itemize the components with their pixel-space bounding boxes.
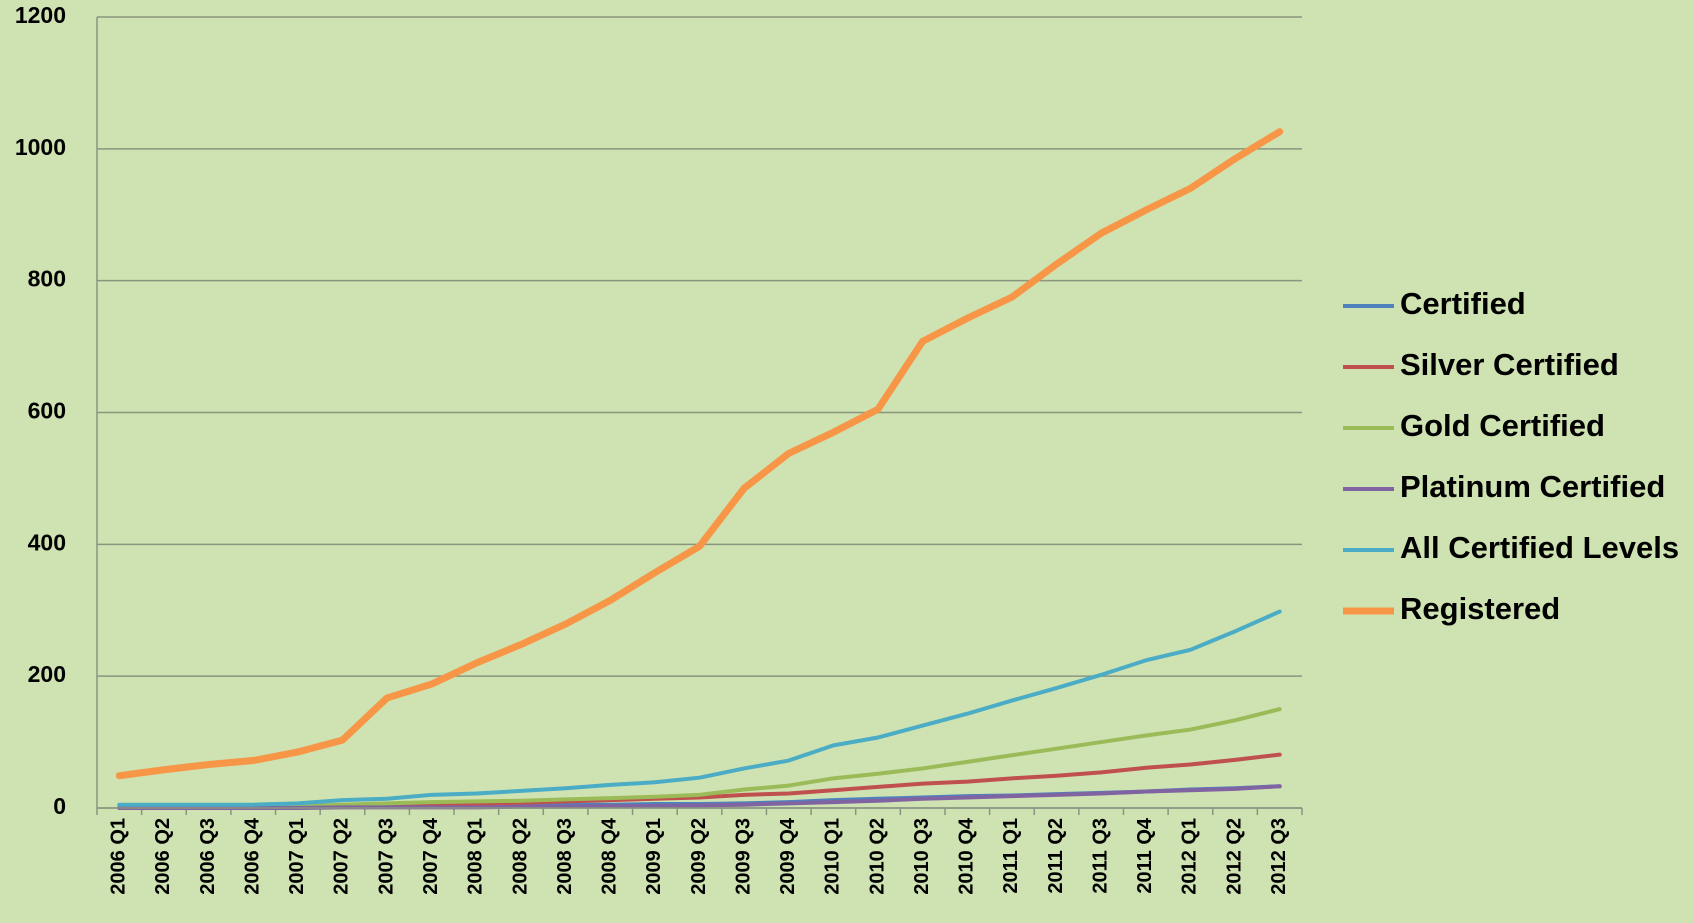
x-tick-label: 2010 Q1 bbox=[822, 818, 844, 895]
x-tick-label: 2011 Q2 bbox=[1045, 818, 1067, 894]
y-tick-label: 800 bbox=[28, 266, 66, 292]
x-tick-label: 2008 Q1 bbox=[465, 818, 487, 895]
legend-label: Platinum Certified bbox=[1400, 469, 1665, 504]
x-tick-label: 2008 Q4 bbox=[599, 817, 621, 895]
x-tick-label: 2006 Q1 bbox=[108, 818, 130, 895]
x-tick-label: 2011 Q1 bbox=[1000, 818, 1022, 894]
legend-label: Gold Certified bbox=[1400, 408, 1605, 443]
background bbox=[0, 0, 1694, 923]
x-tick-label: 2010 Q2 bbox=[866, 818, 888, 895]
x-tick-label: 2012 Q1 bbox=[1179, 818, 1201, 895]
x-tick-label: 2009 Q2 bbox=[688, 818, 710, 895]
legend-label: Registered bbox=[1400, 591, 1560, 626]
x-tick-label: 2007 Q2 bbox=[331, 818, 353, 895]
x-tick-label: 2009 Q1 bbox=[643, 818, 665, 895]
x-tick-label: 2011 Q3 bbox=[1089, 818, 1111, 894]
x-tick-label: 2010 Q3 bbox=[911, 818, 933, 895]
x-tick-label: 2010 Q4 bbox=[956, 817, 978, 895]
x-tick-label: 2011 Q4 bbox=[1134, 817, 1156, 894]
x-tick-label: 2007 Q3 bbox=[375, 818, 397, 895]
y-tick-label: 600 bbox=[28, 398, 66, 424]
x-tick-label: 2012 Q3 bbox=[1268, 818, 1290, 895]
y-tick-label: 1200 bbox=[15, 2, 66, 28]
x-tick-label: 2006 Q2 bbox=[152, 818, 174, 895]
x-tick-label: 2007 Q1 bbox=[286, 818, 308, 895]
legend-label: Certified bbox=[1400, 286, 1526, 321]
y-tick-label: 400 bbox=[28, 529, 66, 555]
y-tick-label: 1000 bbox=[15, 134, 66, 160]
chart: 0 200 400 600 800 1000 1200 2006 Q1 2006 Q2 2006 … bbox=[0, 0, 1694, 923]
x-tick-label: 2012 Q2 bbox=[1223, 818, 1245, 895]
y-tick-label: 200 bbox=[28, 661, 66, 687]
x-tick-label: 2008 Q2 bbox=[509, 818, 531, 895]
x-tick-label: 2009 Q3 bbox=[732, 818, 754, 895]
legend-label: All Certified Levels bbox=[1400, 530, 1679, 565]
legend-label: Silver Certified bbox=[1400, 347, 1619, 382]
x-tick-label: 2008 Q3 bbox=[554, 818, 576, 895]
x-tick-label: 2006 Q3 bbox=[197, 818, 219, 895]
x-tick-label: 2007 Q4 bbox=[420, 817, 442, 895]
y-tick-label: 0 bbox=[53, 793, 66, 819]
x-tick-label: 2009 Q4 bbox=[777, 817, 799, 895]
x-tick-label: 2006 Q4 bbox=[241, 817, 263, 895]
